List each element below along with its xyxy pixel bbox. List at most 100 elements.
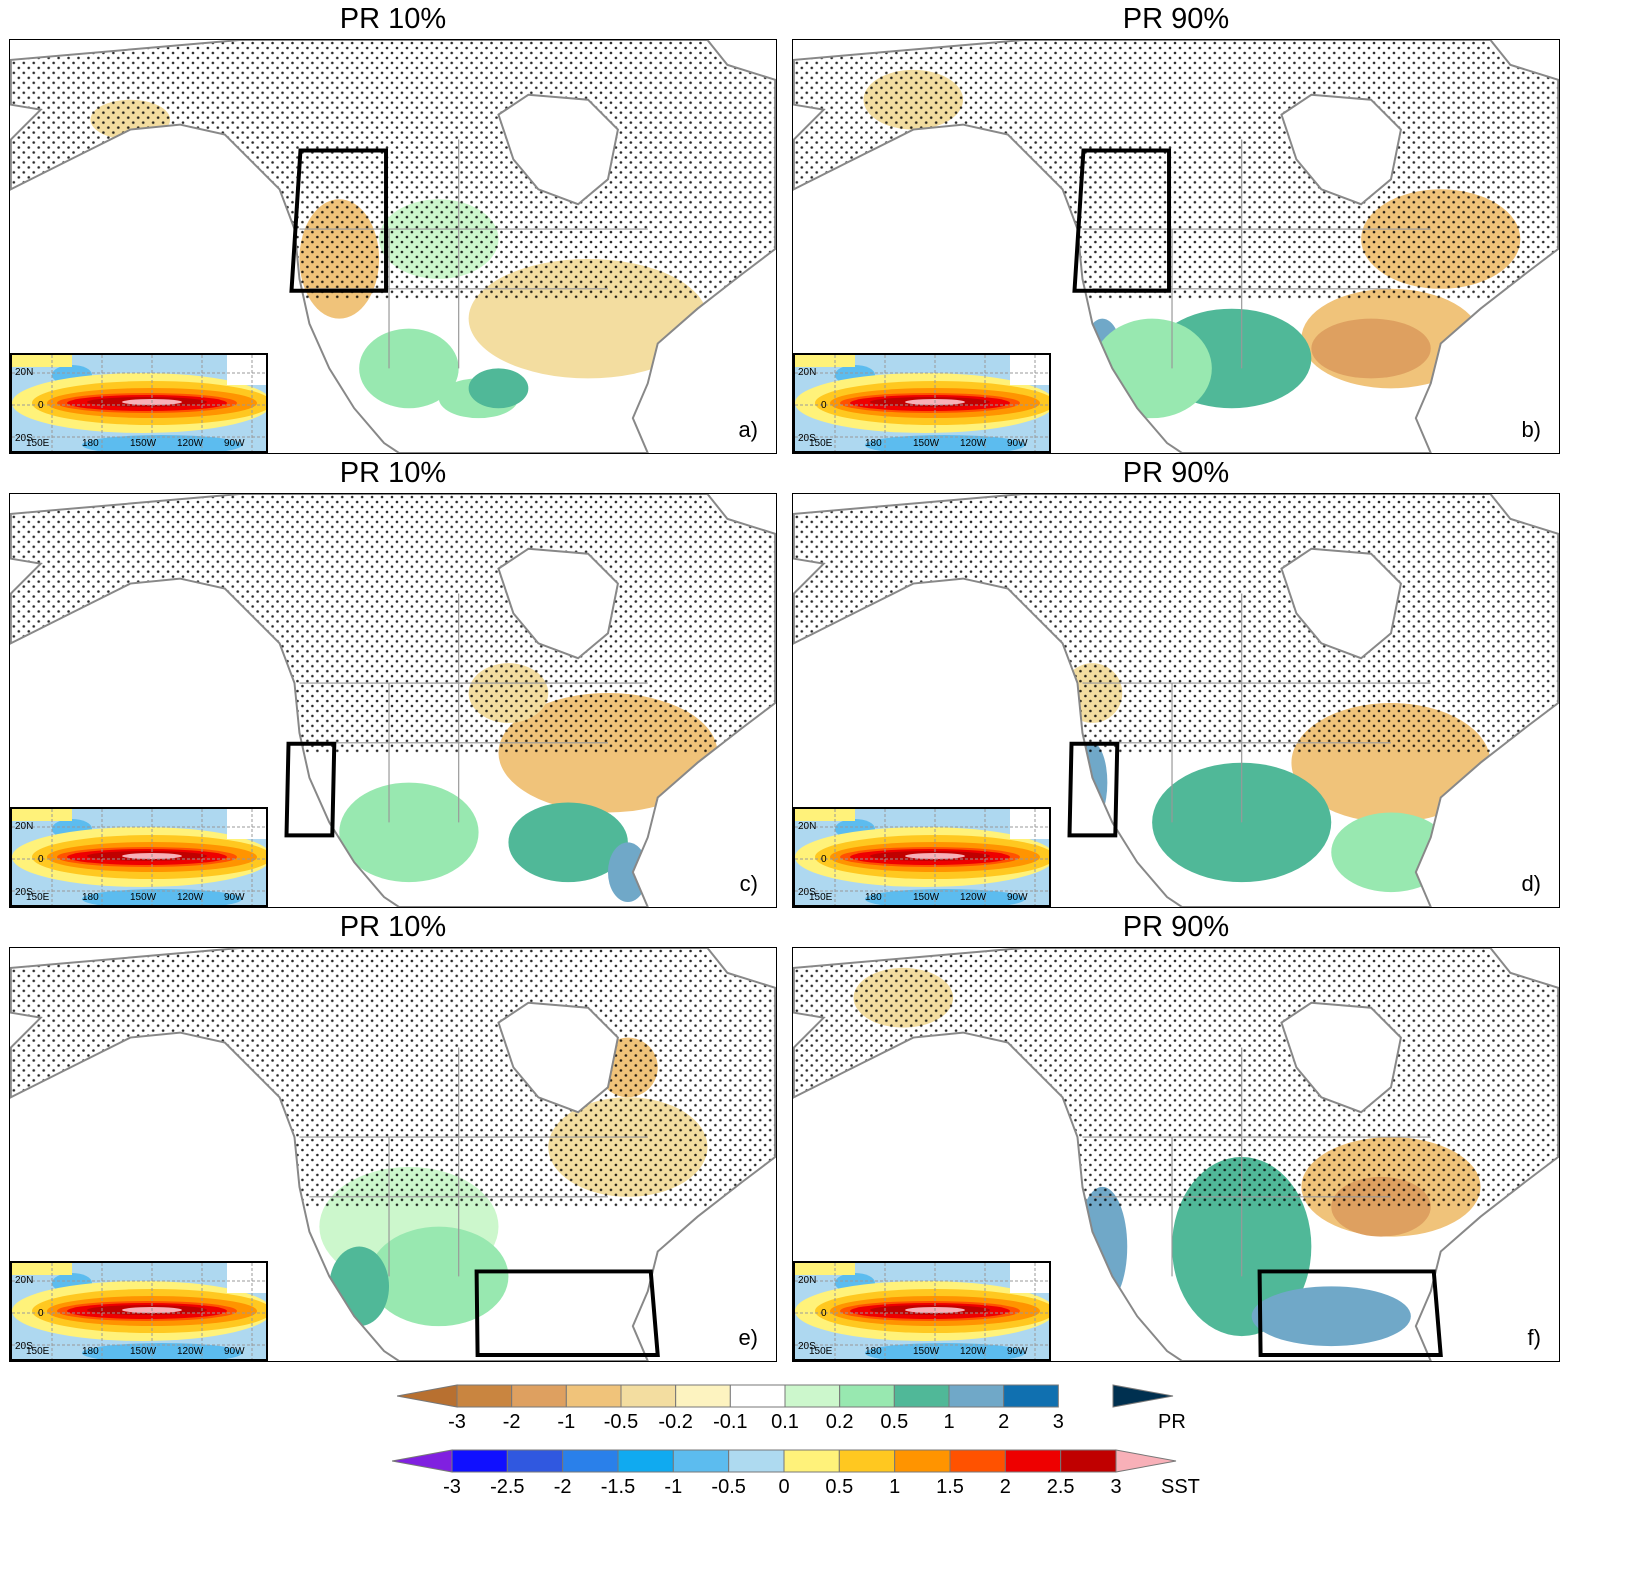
colorbar-box xyxy=(620,1384,677,1408)
colorbar-tick-label: 0.1 xyxy=(771,1411,799,1433)
map-panel: 20N 0 20S 150E 180 150W 120W 90W f) xyxy=(792,947,1560,1362)
precip-map xyxy=(10,494,776,907)
lon-label: 150E xyxy=(26,438,50,449)
hudson-bay xyxy=(1280,1001,1402,1114)
sst-inset: 20N 0 20S 150E 180 150W 120W 90W xyxy=(10,807,268,907)
lon-label: 150W xyxy=(130,438,157,449)
anomaly-region xyxy=(339,782,479,883)
lat-label: 20S xyxy=(15,433,33,444)
colorbar-tick-label: 2 xyxy=(999,1476,1011,1498)
hudson-bay xyxy=(497,1001,619,1114)
lat-label: 0 xyxy=(821,1308,827,1319)
anomaly-region xyxy=(1152,762,1332,883)
coastline xyxy=(793,948,1559,1361)
lon-label: 120W xyxy=(177,438,204,449)
colorbar-box xyxy=(838,1449,896,1473)
precip-map xyxy=(793,40,1559,453)
colorbar-box xyxy=(728,1449,785,1473)
lat-label: 20N xyxy=(15,821,34,832)
region-box xyxy=(1072,148,1172,293)
panel-label: f) xyxy=(1527,1325,1541,1350)
colorbar-tick-label: -2 xyxy=(553,1476,572,1498)
lat-label: 20N xyxy=(798,367,817,378)
panel-title: PR 90% xyxy=(1122,911,1230,943)
colorbar-tick-label: 2 xyxy=(998,1411,1010,1433)
colorbar-box xyxy=(506,1449,564,1473)
anomaly-region xyxy=(1331,812,1451,893)
lon-label: 90W xyxy=(1007,1346,1028,1357)
colorbar-tick-label: 0.2 xyxy=(825,1411,854,1433)
colorbar-box xyxy=(1060,1449,1117,1473)
map-panel: 20N 0 20S 150E 180 150W 120W 90W e) xyxy=(9,947,777,1362)
colorbar-tick-label: -1 xyxy=(557,1411,576,1433)
lon-label: 180 xyxy=(82,438,99,449)
coastline xyxy=(793,40,1559,453)
colorbar-box xyxy=(456,1384,513,1408)
colorbar-tick-label: 0.5 xyxy=(825,1476,854,1498)
lon-label: 150E xyxy=(26,892,50,903)
colorbar-tick-label: 1 xyxy=(889,1476,901,1498)
lon-label: 180 xyxy=(865,438,882,449)
coastline xyxy=(10,948,776,1361)
colorbar-tick-label: 2.5 xyxy=(1046,1476,1075,1498)
lon-label: 180 xyxy=(865,1346,882,1357)
coastline xyxy=(793,494,1559,907)
precip-map xyxy=(793,948,1559,1361)
lat-label: 20S xyxy=(798,887,816,898)
precip-map xyxy=(10,948,776,1361)
colorbar-tick-label: 0 xyxy=(778,1476,790,1498)
colorbar-tick-label: 3 xyxy=(1110,1476,1122,1498)
panel-label: e) xyxy=(738,1325,758,1350)
hudson-bay xyxy=(1280,93,1402,206)
lon-label: 150E xyxy=(809,892,833,903)
anomaly-region xyxy=(1092,318,1212,419)
lat-label: 0 xyxy=(38,400,44,411)
colorbar-box xyxy=(675,1384,731,1408)
colorbar-name: SST xyxy=(1161,1476,1200,1498)
anomaly-region xyxy=(1251,1286,1411,1347)
lon-label: 150W xyxy=(130,1346,157,1357)
coastline xyxy=(10,494,776,907)
lon-label: 180 xyxy=(82,892,99,903)
lat-label: 0 xyxy=(821,854,827,865)
colorbar-tick-label: -2.5 xyxy=(490,1476,525,1498)
hudson-bay xyxy=(497,93,619,206)
region-box xyxy=(284,741,337,838)
lat-label: 20N xyxy=(798,1275,817,1286)
panel-title: PR 10% xyxy=(339,457,447,489)
lat-label: 20S xyxy=(15,1341,33,1352)
lon-label: 120W xyxy=(960,892,987,903)
lat-label: 20N xyxy=(15,1275,34,1286)
colorbar-box xyxy=(839,1384,895,1408)
lon-label: 120W xyxy=(960,1346,987,1357)
lon-label: 90W xyxy=(224,892,245,903)
map-panel: 20N 0 20S 150E 180 150W 120W 90W d) xyxy=(792,493,1560,908)
colorbar-tick-label: -0.5 xyxy=(711,1476,746,1498)
panel-title: PR 90% xyxy=(1122,3,1230,35)
colorbar-tick-label: -0.2 xyxy=(658,1411,693,1433)
anomaly-region xyxy=(359,328,459,409)
lon-label: 90W xyxy=(224,1346,245,1357)
anomaly-region xyxy=(468,368,529,409)
colorbar-tick-label: -0.1 xyxy=(713,1411,748,1433)
panel-label: b) xyxy=(1521,417,1541,442)
colorbar-box xyxy=(511,1384,567,1408)
anomaly-region xyxy=(369,1226,509,1327)
lat-label: 20N xyxy=(798,821,817,832)
map-panel: 20N 0 20S 150E 180 150W 120W 90W c) xyxy=(9,493,777,908)
colorbar-tick-label: -1.5 xyxy=(600,1476,636,1498)
lon-label: 150W xyxy=(130,892,157,903)
lon-label: 150E xyxy=(809,438,833,449)
lat-label: 0 xyxy=(38,854,44,865)
sst-inset: 20N 0 20S 150E 180 150W 120W 90W xyxy=(793,807,1051,907)
colorbar-tick-label: -3 xyxy=(448,1411,466,1433)
panel-title: PR 10% xyxy=(339,911,447,943)
lat-label: 20S xyxy=(798,433,816,444)
lon-label: 90W xyxy=(1007,438,1028,449)
lat-label: 0 xyxy=(38,1308,44,1319)
panel-title: PR 90% xyxy=(1122,457,1230,489)
lon-label: 180 xyxy=(82,1346,99,1357)
colorbar-box xyxy=(1003,1384,1059,1408)
colorbar-tick-label: -2 xyxy=(502,1411,521,1433)
lon-label: 120W xyxy=(177,1346,204,1357)
